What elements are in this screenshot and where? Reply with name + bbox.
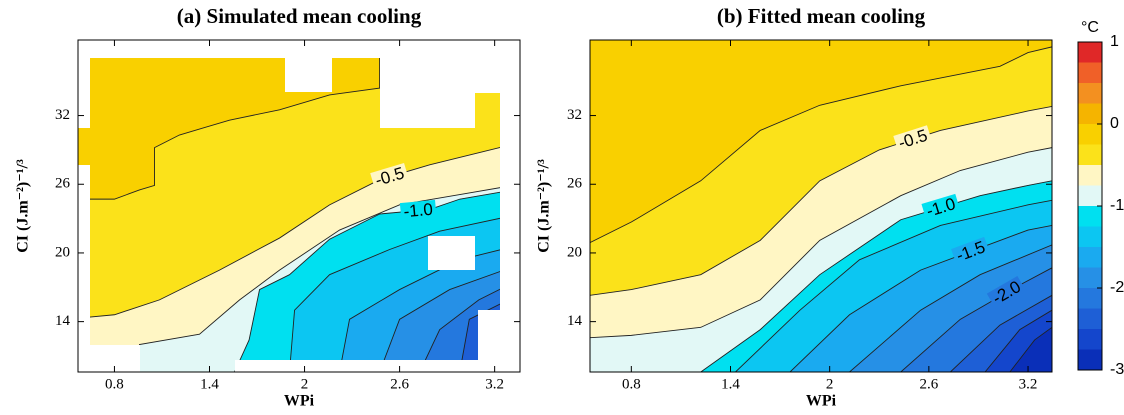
missing-data-mask (78, 40, 520, 372)
y-tick-label: 32 (567, 107, 582, 123)
contour-line (849, 244, 1052, 372)
colorbar-band (1078, 103, 1102, 124)
contour-line (950, 294, 1052, 372)
contour-label-bg (893, 125, 933, 154)
colorbar-band (1078, 247, 1102, 268)
contour-label: -1.0 (403, 200, 434, 222)
colorbar-tick-label: 0 (1110, 115, 1119, 132)
colorbar-tick-label: 1 (1110, 33, 1119, 50)
axes-frame (589, 39, 1053, 373)
contour-line (379, 263, 520, 372)
chart-title: (b) Fitted mean cooling (717, 4, 926, 28)
y-tick-label: 14 (55, 313, 71, 329)
contour-line (984, 309, 1052, 372)
y-tick-label: 26 (55, 176, 71, 192)
contour-label-bg (986, 275, 1027, 310)
y-tick-label: 32 (55, 107, 70, 123)
colorbar-band (1078, 83, 1102, 104)
contour-label-bg (951, 236, 991, 267)
contour-line (139, 183, 520, 372)
axes-frame (77, 39, 521, 373)
contour-label-bg (921, 193, 961, 222)
x-axis-label: WPi (806, 393, 837, 410)
contour-line (78, 143, 520, 319)
colorbar-band (1078, 206, 1102, 227)
colorbar-band (1078, 329, 1102, 350)
x-tick-label: 1.4 (721, 376, 740, 392)
x-tick-label: 2.6 (919, 376, 938, 392)
x-tick-label: 2 (826, 376, 834, 392)
colorbar-band (1078, 349, 1102, 370)
fill-layer (590, 40, 1052, 372)
colorbar-band (1078, 288, 1102, 309)
colorbar-band (1078, 226, 1102, 247)
x-axis-label: WPi (284, 393, 315, 410)
contour-lines (590, 46, 1052, 372)
contour-label-group: -1.0 (399, 199, 437, 222)
x-tick-label: 1.4 (200, 376, 219, 392)
x-tick-label: 0.8 (105, 376, 124, 392)
colorbar-band (1078, 62, 1102, 83)
contour-line (590, 46, 1052, 244)
colorbar-tick-label: -1 (1110, 197, 1124, 214)
colorbar-band (1078, 267, 1102, 288)
contour-line (339, 244, 520, 372)
colorbar-title: °C (1081, 19, 1099, 36)
contour-line (1009, 326, 1052, 372)
y-tick-label: 20 (567, 244, 582, 260)
colorbar-band (1078, 42, 1102, 63)
y-tick-label: 14 (567, 313, 583, 329)
y-tick-label: 20 (55, 244, 70, 260)
contour-line (590, 147, 1052, 339)
y-tick-label: 26 (567, 176, 583, 192)
colorbar-tick-label: -2 (1110, 279, 1124, 296)
x-tick-label: 0.8 (622, 376, 641, 392)
x-tick-label: 3.2 (1019, 376, 1038, 392)
colorbar-band (1078, 308, 1102, 329)
colorbar-band (1078, 124, 1102, 145)
x-tick-label: 2.6 (390, 376, 409, 392)
chart-title: (a) Simulated mean cooling (177, 4, 422, 28)
x-tick-label: 2 (301, 376, 309, 392)
x-tick-label: 3.2 (485, 376, 504, 392)
contour-line (289, 213, 520, 372)
contour-line (419, 278, 520, 372)
contour-line (900, 267, 1052, 372)
y-axis-label: CI (J.m⁻²)⁻¹/³ (15, 159, 32, 253)
y-axis-label: CI (J.m⁻²)⁻¹/³ (536, 159, 553, 253)
contour-line (590, 105, 1052, 296)
contour-line (78, 40, 520, 200)
colorbar-band (1078, 165, 1102, 186)
contour-label-bg (370, 163, 410, 191)
contour-line (700, 180, 1052, 372)
contour-label-bg (399, 199, 437, 222)
colorbar-band (1078, 185, 1102, 206)
contour-line (789, 225, 1052, 372)
colorbar-tick-label: -3 (1110, 361, 1124, 378)
contour-line (234, 188, 520, 372)
contour-line (735, 199, 1052, 372)
colorbar-band (1078, 144, 1102, 165)
